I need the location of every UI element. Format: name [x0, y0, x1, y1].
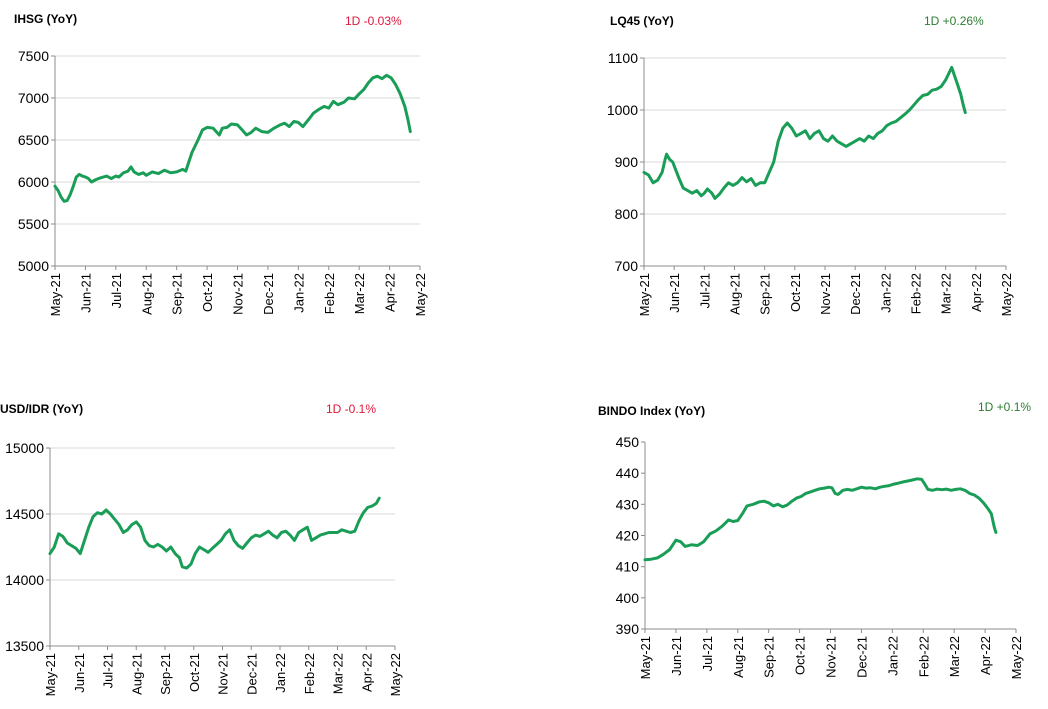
chart-title: USD/IDR (YoY) [0, 402, 84, 416]
x-tick-label: May-22 [388, 653, 403, 696]
x-tick-label: Sep-21 [758, 273, 773, 315]
series-line [643, 477, 998, 562]
x-tick-label: Mar-22 [947, 636, 962, 677]
x-tick-label: May-22 [1009, 636, 1024, 679]
y-tick-label: 450 [616, 434, 640, 450]
x-tick-label: Jun-21 [669, 636, 684, 676]
bindo-line-chart: 390 400 410 420 430 440 450 May-21 Jun-21 Jul-21 A… [616, 434, 1024, 679]
x-tick-label: Oct-21 [788, 273, 803, 312]
x-tick-label: Apr-22 [978, 636, 993, 675]
x-tick-label: Mar-22 [331, 653, 346, 694]
bindo-chart-panel: BINDO Index (YoY) 1D +0.1% 390 400 410 420 4… [524, 354, 1048, 709]
lq45-line-chart: 700 800 900 1000 1100 May-21 Jun-21 Jul-21 Aug-2… [607, 50, 1014, 316]
series-line [642, 65, 967, 200]
x-tick-label: Aug-21 [129, 653, 144, 695]
y-tick-label: 1000 [607, 102, 638, 118]
x-tick-label: Jul-21 [101, 653, 116, 688]
y-tick-label: 13500 [5, 638, 44, 654]
x-tick-label: Sep-21 [170, 273, 185, 315]
x-tick-label: Feb-22 [322, 273, 337, 314]
usdidr-line-chart: 13500 14000 14500 15000 May-21 Jun-21 Jul-21 Au… [5, 440, 403, 696]
x-tick-label: Feb-22 [302, 653, 317, 694]
y-tick-label: 700 [615, 258, 639, 274]
y-tick-label: 7500 [18, 48, 49, 64]
x-tick-label: Nov-21 [818, 273, 833, 315]
x-tick-label: Aug-21 [139, 273, 154, 315]
x-tick-label: Apr-22 [359, 653, 374, 692]
y-tick-label: 390 [616, 621, 640, 637]
daily-change-label: 1D +0.1% [978, 400, 1032, 414]
y-tick-label: 5500 [18, 216, 49, 232]
x-tick-label: Mar-22 [352, 273, 367, 314]
x-tick-label: Jan-22 [885, 636, 900, 676]
x-tick-label: Jan-22 [291, 273, 306, 313]
y-tick-label: 440 [616, 465, 640, 481]
x-tick-label: Nov-21 [216, 653, 231, 695]
y-tick-label: 6000 [18, 174, 49, 190]
x-tick-label: Sep-21 [158, 653, 173, 695]
y-tick-label: 7000 [18, 90, 49, 106]
x-tick-label: Apr-22 [383, 273, 398, 312]
chart-title: IHSG (YoY) [14, 12, 78, 26]
y-tick-label: 14000 [5, 572, 44, 588]
chart-title: LQ45 (YoY) [610, 14, 674, 28]
x-tick-label: Sep-21 [762, 636, 777, 678]
x-tick-label: Aug-21 [728, 273, 743, 315]
x-tick-label: Jul-21 [700, 636, 715, 671]
x-tick-label: Nov-21 [824, 636, 839, 678]
x-tick-label: Jan-22 [878, 273, 893, 313]
x-tick-label: Jan-22 [273, 653, 288, 693]
x-tick-label: Feb-22 [909, 273, 924, 314]
x-tick-label: Jul-21 [109, 273, 124, 308]
x-tick-label: May-21 [637, 273, 652, 316]
y-tick-label: 15000 [5, 440, 44, 456]
y-tick-label: 1100 [608, 50, 638, 66]
x-tick-label: Aug-21 [731, 636, 746, 678]
x-tick-label: Dec-21 [854, 636, 869, 678]
y-tick-label: 420 [616, 528, 640, 544]
ihsg-line-chart: 5000 5500 6000 6500 7000 7500 May-21 Jun-21 Jul-… [18, 48, 428, 316]
x-tick-label: Jul-21 [697, 273, 712, 308]
y-tick-label: 14500 [5, 506, 44, 522]
x-tick-label: Nov-21 [231, 273, 246, 315]
x-tick-label: Oct-21 [200, 273, 215, 312]
series-line [53, 73, 412, 203]
y-tick-label: 400 [616, 590, 640, 606]
x-tick-label: Feb-22 [916, 636, 931, 677]
x-tick-label: Mar-22 [939, 273, 954, 314]
daily-change-label: 1D -0.03% [345, 14, 402, 28]
y-tick-label: 6500 [18, 132, 49, 148]
x-tick-label: May-21 [638, 636, 653, 679]
y-tick-label: 410 [616, 559, 640, 575]
x-tick-label: Dec-21 [261, 273, 276, 315]
x-tick-label: May-21 [43, 653, 58, 696]
usdidr-chart-panel: USD/IDR (YoY) 1D -0.1% 13500 14000 14500 15… [0, 354, 524, 709]
daily-change-label: 1D -0.1% [326, 402, 377, 416]
x-tick-label: Jun-21 [667, 273, 682, 313]
y-tick-label: 430 [616, 496, 640, 512]
x-tick-label: Dec-21 [848, 273, 863, 315]
chart-title: BINDO Index (YoY) [598, 404, 706, 418]
y-tick-label: 800 [615, 206, 639, 222]
x-tick-label: Oct-21 [187, 653, 202, 692]
x-tick-label: Apr-22 [969, 273, 984, 312]
x-tick-label: May-22 [999, 273, 1014, 316]
x-tick-label: Jun-21 [72, 653, 87, 693]
y-tick-label: 900 [615, 154, 639, 170]
x-tick-label: May-21 [48, 273, 63, 316]
daily-change-label: 1D +0.26% [924, 14, 984, 28]
lq45-chart-panel: LQ45 (YoY) 1D +0.26% 700 800 900 1000 1100 Ma… [524, 0, 1048, 354]
x-tick-label: May-22 [413, 273, 428, 316]
y-tick-label: 5000 [18, 258, 49, 274]
series-line [48, 496, 381, 570]
x-tick-label: Oct-21 [793, 636, 808, 675]
x-tick-label: Dec-21 [244, 653, 259, 695]
x-tick-label: Jun-21 [78, 273, 93, 313]
ihsg-chart-panel: IHSG (YoY) 1D -0.03% 5000 5500 6000 6500 700… [0, 0, 524, 354]
